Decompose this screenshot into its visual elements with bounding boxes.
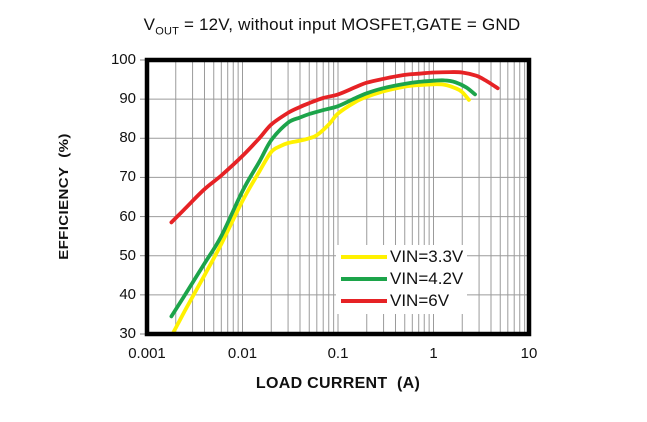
x-tick-label: 0.001: [128, 345, 166, 362]
curve-vin-4.2v: [169, 78, 477, 319]
title-vout-subscript: OUT: [155, 25, 180, 38]
x-tick-label: 10: [520, 345, 538, 362]
curve-vin-6v: [169, 70, 500, 225]
x-tick-label: 1: [429, 345, 438, 362]
legend-swatch-line: [341, 277, 387, 281]
y-tick-label: 90: [119, 90, 136, 108]
curve-vin-3.3v: [171, 82, 471, 334]
y-tick-label: 40: [119, 285, 136, 303]
legend-label: VIN=3.3V: [390, 247, 464, 266]
y-tick-label: 70: [119, 168, 136, 186]
legend-item: VIN=4.2V: [341, 268, 463, 290]
x-tick-label: 0.01: [227, 345, 258, 362]
x-axis-label: LOAD CURRENT (A): [255, 375, 421, 392]
title-text: = 12V, without input MOSFET,GATE = GND: [179, 15, 521, 34]
title-vout: V: [143, 15, 156, 34]
plot-border: [144, 57, 532, 337]
y-tick-label: 100: [110, 51, 136, 68]
legend-swatch-line: [341, 299, 387, 303]
chart-title: VOUT = 12V, without input MOSFET,GATE = …: [60, 15, 604, 37]
curves-group: [169, 70, 500, 334]
y-tick-label: 60: [119, 207, 136, 225]
y-tick-label: 50: [119, 246, 136, 264]
y-tick-label: 80: [119, 129, 136, 147]
legend-swatch-line: [341, 255, 387, 259]
legend-item: VIN=3.3V: [341, 246, 463, 268]
legend-label: VIN=6V: [390, 291, 450, 310]
x-tick-label: 0.1: [327, 345, 349, 362]
legend: VIN=3.3V VIN=4.2V VIN=6V: [336, 245, 468, 314]
legend-label: VIN=4.2V: [390, 269, 464, 288]
legend-item: VIN=6V: [341, 290, 463, 312]
y-tick-label: 30: [119, 325, 136, 342]
